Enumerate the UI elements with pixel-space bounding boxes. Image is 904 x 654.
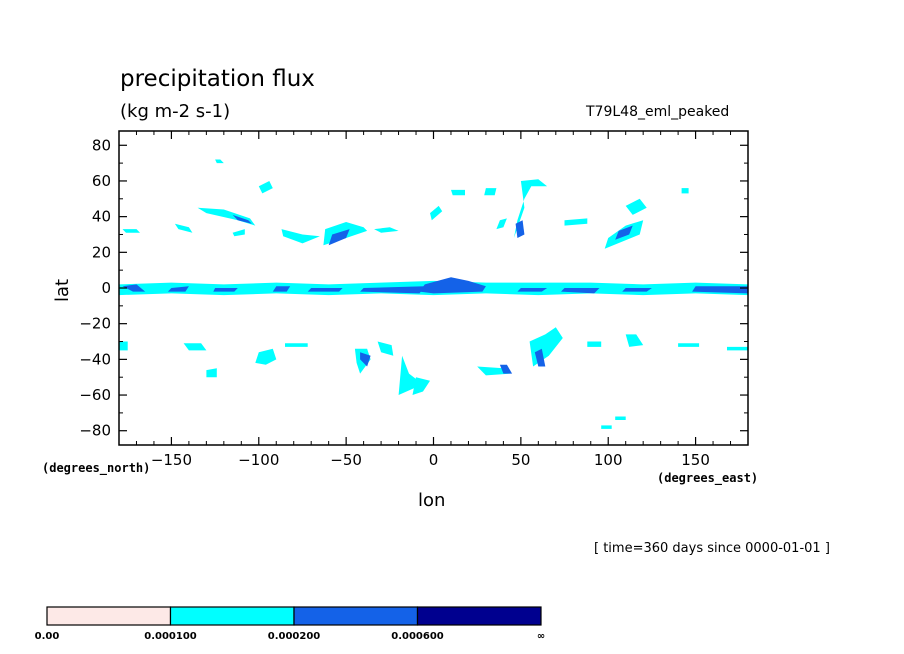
- time-note: [ time=360 days since 0000-01-01 ]: [594, 541, 830, 556]
- x-axis-label: lon: [418, 490, 446, 511]
- precip-region-51: [727, 346, 748, 351]
- x-tick-label: 100: [594, 451, 623, 469]
- colorbar-label-1: 0.000100: [144, 631, 197, 642]
- colorbar-swatch-0: [46, 606, 172, 626]
- precip-region-43: [412, 377, 430, 395]
- x-tick-label: 50: [511, 451, 530, 469]
- precip-region-27: [515, 220, 525, 238]
- colorbar-label-4: ∞: [537, 631, 545, 642]
- x-tick-label: −150: [151, 451, 192, 469]
- precip-region-1: [122, 284, 146, 292]
- y-tick-label: −60: [79, 386, 111, 404]
- precip-region-46: [529, 327, 563, 367]
- precip-region-5: [307, 288, 343, 292]
- precip-region-28: [496, 218, 507, 230]
- x-tick-label: −100: [238, 451, 279, 469]
- precip-region-35: [119, 341, 128, 351]
- precip-region-31: [615, 225, 633, 240]
- precip-region-50: [678, 343, 700, 347]
- precip-region-3: [213, 288, 238, 292]
- precip-region-26: [513, 179, 548, 238]
- precip-region-38: [285, 343, 308, 347]
- y-tick-label: −40: [79, 350, 111, 368]
- precip-region-22: [374, 227, 399, 233]
- precip-region-11: [692, 286, 748, 294]
- colorbar-label-3: 0.000600: [391, 631, 444, 642]
- precip-region-29: [564, 218, 588, 226]
- precip-region-23: [430, 205, 443, 221]
- precip-region-41: [377, 341, 394, 356]
- precip-region-34: [183, 343, 207, 351]
- precip-region-48: [587, 341, 602, 347]
- y-axis-units: (degrees_north): [42, 461, 151, 475]
- colorbar: 0.00 0.000100 0.000200 0.000600 ∞: [35, 606, 545, 642]
- x-tick-label: −50: [330, 451, 362, 469]
- colorbar-swatch-1: [169, 606, 295, 626]
- precip-region-18: [232, 229, 245, 237]
- precip-region-19: [281, 229, 320, 244]
- precip-region-4: [272, 286, 291, 292]
- precip-region-40: [360, 352, 371, 367]
- precip-region-47: [534, 348, 546, 367]
- precip-region-8: [517, 288, 548, 292]
- precip-region-36: [206, 368, 217, 378]
- colorbar-swatch-2: [293, 606, 419, 626]
- x-tick-label: 0: [429, 451, 439, 469]
- precip-region-2: [167, 286, 189, 292]
- y-tick-label: −80: [79, 422, 111, 440]
- precip-region-37: [255, 348, 277, 365]
- units-label: (kg m-2 s-1): [120, 101, 231, 122]
- axis-ticks: −150 −100 −50 0 50 100 150 80 60 40 20 0 −20 −40 −60 −8…: [79, 131, 748, 469]
- precip-region-10: [622, 288, 652, 292]
- colorbar-label-2: 0.000200: [268, 631, 321, 642]
- y-tick-label: 0: [101, 279, 111, 297]
- contour-fills: [119, 159, 748, 429]
- precip-region-53: [615, 416, 626, 420]
- precip-region-7: [419, 277, 486, 294]
- precip-region-9: [561, 288, 600, 294]
- precip-region-16: [174, 223, 193, 233]
- precip-region-13: [232, 214, 252, 224]
- y-tick-label: 60: [92, 172, 111, 190]
- precip-region-21: [328, 229, 350, 246]
- precip-region-25: [484, 188, 497, 196]
- precip-region-49: [625, 334, 644, 347]
- colorbar-swatch-3: [416, 606, 542, 626]
- precip-region-6: [360, 286, 425, 294]
- precip-region-14: [258, 181, 273, 194]
- chart-title: precipitation flux: [120, 66, 315, 92]
- precip-region-45: [499, 364, 513, 374]
- dataset-label: T79L48_eml_peaked: [586, 104, 730, 120]
- y-tick-label: −20: [79, 315, 111, 333]
- precip-region-12: [197, 207, 256, 226]
- y-tick-label: 20: [92, 243, 111, 261]
- precip-region-24: [451, 189, 465, 196]
- y-tick-label: 40: [92, 208, 111, 226]
- precip-region-32: [625, 198, 647, 215]
- precip-region-15: [215, 159, 224, 164]
- precip-region-52: [601, 425, 612, 429]
- precip-region-33: [681, 188, 689, 194]
- colorbar-label-0: 0.00: [35, 631, 60, 642]
- x-axis-units: (degrees_east): [657, 471, 759, 485]
- y-tick-label: 80: [92, 136, 111, 154]
- precip-region-17: [122, 229, 140, 233]
- x-tick-label: 150: [681, 451, 710, 469]
